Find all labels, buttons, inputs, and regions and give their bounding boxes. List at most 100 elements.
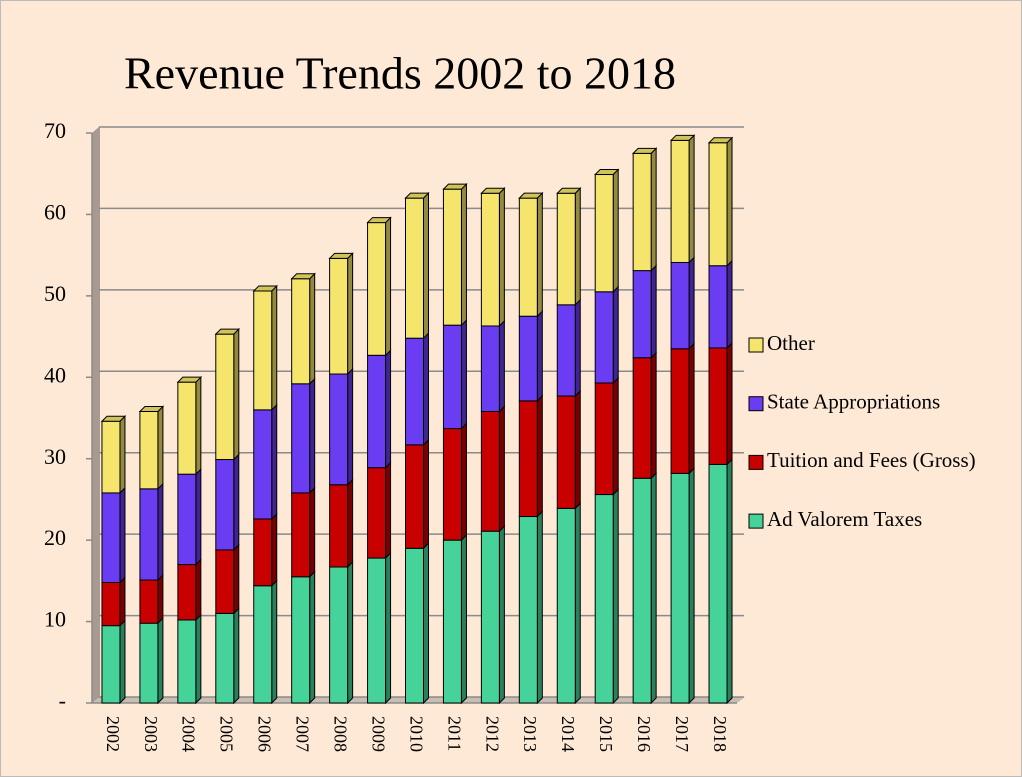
bar — [670, 139, 690, 263]
bar-top — [631, 147, 658, 154]
bar — [480, 530, 500, 704]
bar — [442, 324, 462, 430]
bar — [253, 409, 273, 520]
bar — [632, 357, 652, 479]
bar-side — [195, 613, 202, 705]
bar-side — [726, 136, 733, 267]
bar-side — [650, 472, 657, 705]
bar-side — [271, 403, 278, 521]
legend-swatch — [748, 454, 764, 470]
bar-side — [195, 558, 202, 622]
chart-title: Revenue Trends 2002 to 2018 — [124, 48, 676, 99]
bar-top — [480, 187, 506, 194]
bar — [594, 291, 614, 384]
bar — [556, 192, 576, 306]
bar-side — [195, 375, 202, 476]
bar — [329, 373, 349, 486]
x-tick-label: 2004 — [179, 716, 199, 752]
bar-side — [385, 551, 392, 705]
bar — [329, 257, 349, 375]
legend-label: Ad Valorem Taxes — [767, 507, 922, 531]
bar-side — [460, 318, 467, 430]
bar-side — [574, 502, 581, 705]
x-tick-label: 2015 — [596, 716, 616, 752]
bar — [367, 467, 387, 559]
bar-side — [460, 182, 467, 327]
bar — [442, 539, 462, 704]
bar-side — [385, 216, 392, 357]
bar — [177, 381, 197, 475]
bar — [442, 188, 462, 326]
x-tick-label: 2010 — [406, 716, 426, 752]
bar — [708, 142, 728, 267]
bar-top — [366, 217, 392, 224]
bar-side — [612, 285, 619, 385]
bar — [253, 290, 273, 411]
bar — [632, 477, 652, 704]
bar-top — [556, 187, 582, 194]
bar-side — [536, 510, 543, 705]
x-tick-label: 2011 — [444, 716, 464, 751]
bar — [329, 566, 349, 704]
bar — [101, 581, 121, 627]
bar — [708, 347, 728, 465]
bar-side — [309, 570, 316, 705]
bar-side — [460, 533, 467, 705]
bar-top — [328, 252, 354, 259]
bar-side — [612, 376, 619, 496]
bar-side — [347, 252, 354, 376]
bar-side — [650, 351, 657, 480]
bar — [518, 400, 538, 518]
bar-side — [119, 415, 126, 495]
bar-side — [347, 478, 354, 569]
bar-side — [157, 573, 164, 625]
bar-side — [233, 327, 240, 461]
bar-side — [157, 482, 164, 582]
x-tick-label: 2014 — [558, 716, 578, 752]
x-tick-label: 2003 — [141, 716, 161, 752]
legend-swatch — [748, 337, 764, 353]
bar-side — [119, 486, 126, 584]
x-tick-label: 2002 — [103, 716, 123, 752]
bar — [442, 428, 462, 541]
bar — [556, 507, 576, 704]
bar-side — [423, 191, 429, 340]
bar-top — [176, 376, 203, 383]
bar — [367, 557, 387, 704]
bar — [367, 222, 387, 356]
bar — [632, 152, 652, 272]
bar — [101, 625, 121, 704]
bar — [556, 304, 576, 397]
bar — [215, 612, 235, 704]
legend-label: Tuition and Fees (Gross) — [767, 448, 976, 472]
bar — [291, 576, 311, 704]
bar-side — [195, 467, 202, 566]
bar-side — [423, 542, 429, 705]
bar-side — [233, 453, 240, 552]
bar — [480, 410, 500, 532]
bar — [291, 383, 311, 494]
bar-side — [385, 349, 392, 469]
bar-side — [271, 579, 278, 705]
bar — [139, 622, 159, 704]
bar-side — [498, 524, 505, 705]
bar-side — [157, 616, 164, 705]
bar-side — [688, 467, 695, 705]
bar — [101, 492, 121, 583]
bar — [101, 420, 121, 494]
bar — [405, 337, 424, 446]
bar — [594, 174, 614, 293]
bar-top — [404, 192, 430, 199]
bar-top — [669, 134, 696, 141]
bar — [708, 265, 728, 349]
bar-side — [119, 619, 126, 705]
bar-side — [688, 256, 695, 350]
y-tick-label: 70 — [44, 118, 66, 143]
bar — [177, 619, 197, 704]
legend-label: Other — [767, 331, 815, 355]
x-tick-label: 2005 — [217, 716, 237, 752]
bar-side — [650, 264, 657, 359]
bar-top — [252, 285, 278, 292]
bar-side — [271, 284, 278, 412]
